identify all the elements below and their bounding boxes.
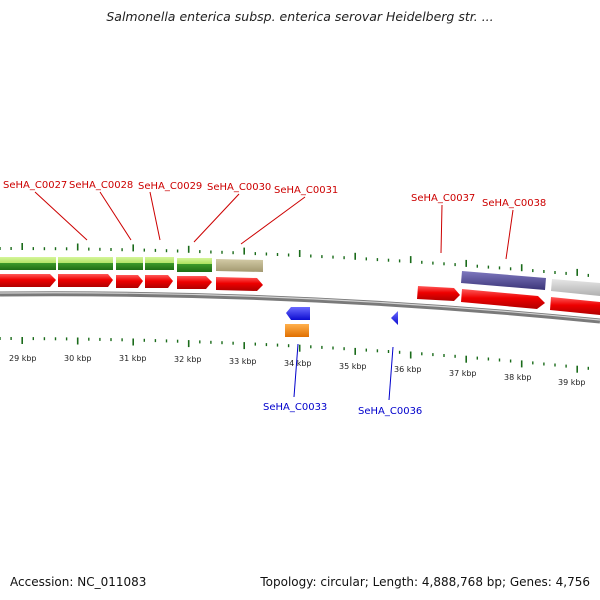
cds-arrow[interactable] bbox=[145, 275, 173, 288]
kbp-label: 35 kbp bbox=[339, 362, 367, 371]
cds-arrow-reverse[interactable] bbox=[391, 311, 398, 325]
gene-label-forward[interactable]: SeHA_C0029 bbox=[138, 181, 202, 192]
callout-line bbox=[388, 346, 394, 401]
feature-track-green bbox=[0, 257, 600, 296]
kbp-label: 39 kbp bbox=[558, 378, 586, 387]
cds-arrow[interactable] bbox=[0, 274, 56, 287]
feature-block[interactable] bbox=[216, 259, 263, 272]
forward-cds-track bbox=[0, 274, 600, 315]
feature-block[interactable] bbox=[461, 271, 546, 290]
genome-backbone bbox=[0, 291, 600, 324]
gene-label-forward[interactable]: SeHA_C0031 bbox=[274, 185, 338, 196]
cds-arrow[interactable] bbox=[417, 286, 460, 301]
feature-block[interactable] bbox=[551, 279, 600, 296]
upper-tick-track bbox=[0, 243, 589, 277]
gene-label-forward[interactable]: SeHA_C0027 bbox=[3, 180, 67, 191]
kbp-label: 30 kbp bbox=[64, 354, 92, 363]
kbp-label: 32 kbp bbox=[174, 355, 202, 364]
lower-tick-track bbox=[0, 337, 589, 373]
feature-block[interactable] bbox=[58, 263, 113, 270]
callout-line bbox=[293, 343, 299, 398]
callout-line bbox=[149, 191, 161, 241]
cds-arrow[interactable] bbox=[461, 289, 545, 309]
gene-label-forward[interactable]: SeHA_C0037 bbox=[411, 193, 475, 204]
gene-label-forward[interactable]: SeHA_C0028 bbox=[69, 180, 133, 191]
genome-backbone-highlight bbox=[0, 292, 600, 321]
callout-line bbox=[440, 204, 443, 254]
cds-arrow[interactable] bbox=[177, 276, 212, 289]
kbp-label: 33 kbp bbox=[229, 357, 257, 366]
reverse-cds-track bbox=[285, 307, 398, 337]
kbp-label: 31 kbp bbox=[119, 354, 147, 363]
cds-arrow[interactable] bbox=[116, 275, 143, 288]
feature-block[interactable] bbox=[0, 263, 56, 270]
kbp-label: 34 kbp bbox=[284, 359, 312, 368]
forward-gene-labels: SeHA_C0027 SeHA_C0028 SeHA_C0029 SeHA_C0… bbox=[3, 180, 546, 260]
kbp-label: 38 kbp bbox=[504, 373, 532, 382]
gene-label-reverse[interactable]: SeHA_C0036 bbox=[358, 406, 422, 417]
callout-line bbox=[34, 191, 88, 241]
feature-block[interactable] bbox=[145, 263, 174, 270]
feature-block[interactable] bbox=[177, 264, 212, 272]
cds-arrow[interactable] bbox=[216, 277, 263, 291]
kbp-label: 29 kbp bbox=[9, 354, 37, 363]
callout-line bbox=[99, 191, 132, 241]
genome-summary-text: Topology: circular; Length: 4,888,768 bp… bbox=[260, 575, 590, 589]
genome-title: Salmonella enterica subsp. enterica sero… bbox=[106, 9, 494, 24]
cds-arrow[interactable] bbox=[58, 274, 113, 287]
callout-line bbox=[240, 196, 306, 245]
cds-arrow-reverse[interactable] bbox=[286, 307, 310, 320]
callout-line bbox=[505, 209, 514, 260]
accession-text: Accession: NC_011083 bbox=[10, 575, 147, 589]
gene-label-forward[interactable]: SeHA_C0030 bbox=[207, 182, 271, 193]
gene-label-reverse[interactable]: SeHA_C0033 bbox=[263, 402, 327, 413]
kbp-label: 36 kbp bbox=[394, 365, 422, 374]
kbp-scale: 29 kbp 30 kbp 31 kbp 32 kbp 33 kbp 34 kb… bbox=[9, 354, 586, 387]
kbp-label: 37 kbp bbox=[449, 369, 477, 378]
feature-block[interactable] bbox=[116, 263, 143, 270]
callout-line bbox=[193, 193, 240, 243]
cds-arrow[interactable] bbox=[550, 297, 600, 315]
gene-label-forward[interactable]: SeHA_C0038 bbox=[482, 198, 546, 209]
reverse-gene-labels: SeHA_C0033 SeHA_C0036 bbox=[263, 343, 422, 417]
rna-feature[interactable] bbox=[285, 324, 309, 337]
